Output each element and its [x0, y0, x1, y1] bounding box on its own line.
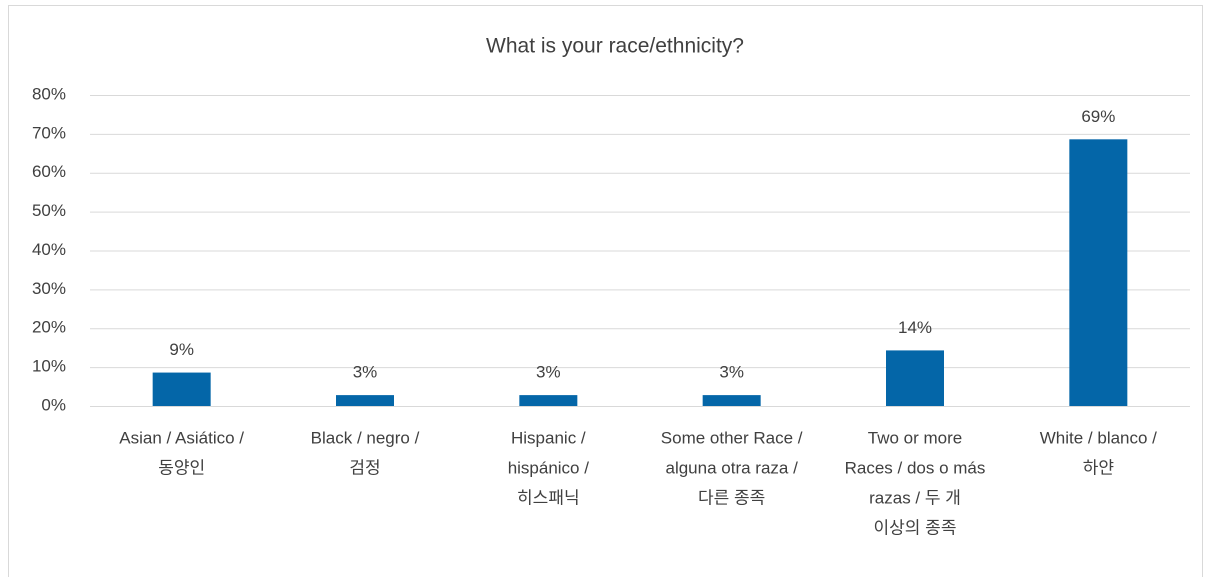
x-tick-label: Hispanic / — [511, 428, 586, 447]
bar — [702, 395, 761, 406]
x-tick-label: razas / 두 개 — [869, 488, 961, 507]
chart-border — [8, 5, 1203, 577]
y-tick-label: 10% — [32, 357, 66, 376]
bar — [152, 372, 211, 406]
chart-title: What is your race/ethnicity? — [486, 35, 744, 58]
data-label: 3% — [536, 363, 561, 382]
x-tick-label: Asian / Asiático / — [119, 428, 244, 447]
x-tick-label: 검정 — [349, 458, 380, 477]
data-label: 3% — [719, 363, 744, 382]
x-tick-label: 이상의 종족 — [874, 518, 957, 537]
x-tick-label: Two or more — [868, 428, 962, 447]
bar — [336, 395, 394, 406]
y-tick-label: 0% — [41, 395, 66, 414]
y-tick-label: 30% — [32, 279, 66, 298]
y-tick-label: 50% — [32, 201, 66, 220]
y-tick-label: 80% — [32, 84, 66, 103]
x-tick-label: Races / dos o más — [845, 458, 986, 477]
x-tick-label: Black / negro / — [311, 428, 420, 447]
x-tick-label: 히스패닉 — [517, 488, 580, 507]
x-tick-label: alguna otra raza / — [666, 458, 799, 477]
x-tick-label: 동양인 — [158, 458, 205, 477]
data-label: 9% — [169, 340, 194, 359]
y-tick-label: 40% — [32, 240, 66, 259]
data-label: 69% — [1081, 107, 1115, 126]
data-label: 14% — [898, 318, 932, 337]
x-tick-label: 하얀 — [1083, 458, 1115, 477]
y-tick-label: 20% — [32, 318, 66, 337]
data-label: 3% — [353, 363, 378, 382]
y-tick-label: 70% — [32, 123, 66, 142]
bar — [519, 395, 578, 406]
x-tick-label: 다른 종족 — [698, 488, 765, 507]
bar — [1069, 139, 1128, 406]
x-tick-label: White / blanco / — [1040, 428, 1157, 447]
x-tick-label: hispánico / — [508, 458, 590, 477]
x-tick-label: Some other Race / — [661, 428, 803, 447]
bar — [886, 350, 944, 406]
y-tick-label: 60% — [32, 162, 66, 181]
